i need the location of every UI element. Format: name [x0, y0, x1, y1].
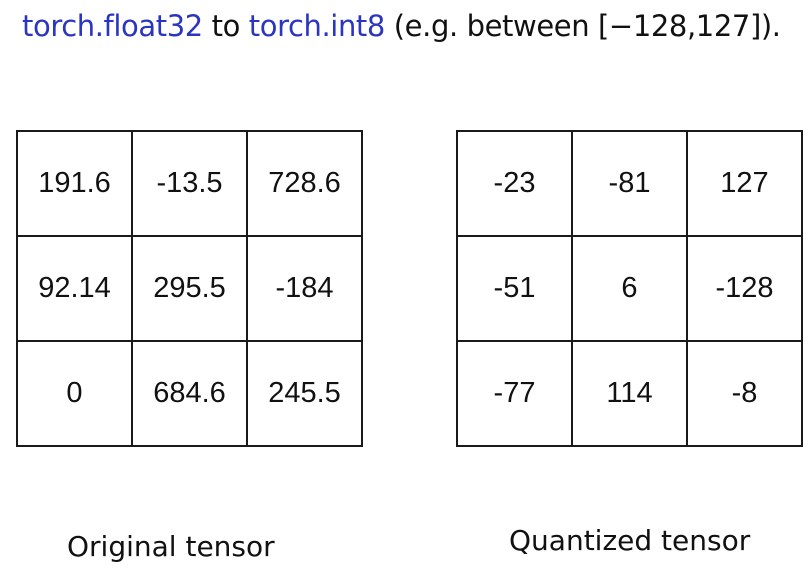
original-tensor-cell: 295.5	[131, 235, 248, 342]
heading-text: torch.float32 to torch.int8 (e.g. betwee…	[22, 4, 781, 48]
from-dtype-text: torch.float32	[22, 9, 203, 43]
quantized-tensor-cell: 114	[571, 340, 688, 447]
to-dtype-text: torch.int8	[248, 9, 386, 43]
original-tensor-grid: 191.6 -13.5 728.6 92.14 295.5 -184 0 684…	[16, 130, 363, 447]
original-tensor-cell: 684.6	[131, 340, 248, 447]
original-tensor-cell: -184	[246, 235, 363, 342]
quantized-tensor-cell: -8	[686, 340, 803, 447]
original-tensor-row: 92.14 295.5 -184	[16, 235, 363, 342]
quantized-tensor-cell: 127	[686, 130, 803, 237]
connector-text: to	[202, 9, 249, 43]
quantized-tensor-cell: 6	[571, 235, 688, 342]
quantized-tensor-cell: -51	[456, 235, 573, 342]
quantized-tensor-cell: -23	[456, 130, 573, 237]
original-tensor-cell: 191.6	[16, 130, 133, 237]
quantized-tensor-cell: -128	[686, 235, 803, 342]
original-tensor-cell: 0	[16, 340, 133, 447]
original-tensor-cell: -13.5	[131, 130, 248, 237]
original-tensor-cell: 92.14	[16, 235, 133, 342]
quantized-tensor-cell: -81	[571, 130, 688, 237]
quantized-tensor-grid: -23 -81 127 -51 6 -128 -77 114 -8	[456, 130, 803, 447]
quantized-tensor-caption: Quantized tensor	[509, 524, 751, 557]
quantized-tensor-row: -51 6 -128	[456, 235, 803, 342]
quantized-tensor-row: -77 114 -8	[456, 340, 803, 447]
original-tensor-cell: 728.6	[246, 130, 363, 237]
original-tensor-row: 0 684.6 245.5	[16, 340, 363, 447]
original-tensor-caption: Original tensor	[67, 530, 275, 563]
quantized-tensor-cell: -77	[456, 340, 573, 447]
range-text: (e.g. between [−128,127]).	[384, 9, 781, 43]
quantized-tensor-row: -23 -81 127	[456, 130, 803, 237]
original-tensor-cell: 245.5	[246, 340, 363, 447]
original-tensor-row: 191.6 -13.5 728.6	[16, 130, 363, 237]
